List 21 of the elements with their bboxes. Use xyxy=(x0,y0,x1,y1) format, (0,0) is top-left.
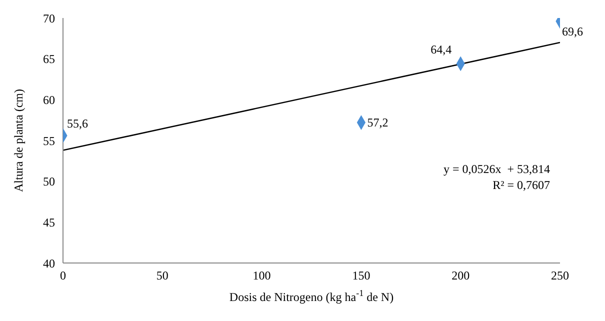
y-tick-label: 55 xyxy=(43,134,55,148)
y-tick-label: 40 xyxy=(43,256,55,270)
x-tick-label: 0 xyxy=(60,268,66,283)
y-tick-label: 70 xyxy=(43,11,55,26)
y-tick-label: 45 xyxy=(43,215,55,230)
y-tick-label: 50 xyxy=(43,174,55,189)
x-tick-label: 50 xyxy=(156,268,168,283)
annotation: R² = 0,7607 xyxy=(492,178,550,193)
x-axis-title: Dosis de Nitrogeno (kg ha$^{-1}$ de N) xyxy=(229,288,394,304)
x-tick-label: 150 xyxy=(352,268,370,283)
x-tick-label: 200 xyxy=(452,268,470,283)
y-tick-label: 60 xyxy=(43,92,55,107)
y-tick-label: 65 xyxy=(43,52,55,66)
data-label: 55,6 xyxy=(67,116,88,131)
data-label: 69,6 xyxy=(562,24,583,38)
data-label: 64,4 xyxy=(430,42,452,57)
x-tick-label: 250 xyxy=(551,268,569,283)
annotation: y = 0,0526x + 53,814 xyxy=(443,162,550,177)
y-axis-title: Altura de planta (cm) xyxy=(11,89,26,192)
x-tick-label: 100 xyxy=(252,268,271,283)
data-label: 57,2 xyxy=(367,116,388,130)
